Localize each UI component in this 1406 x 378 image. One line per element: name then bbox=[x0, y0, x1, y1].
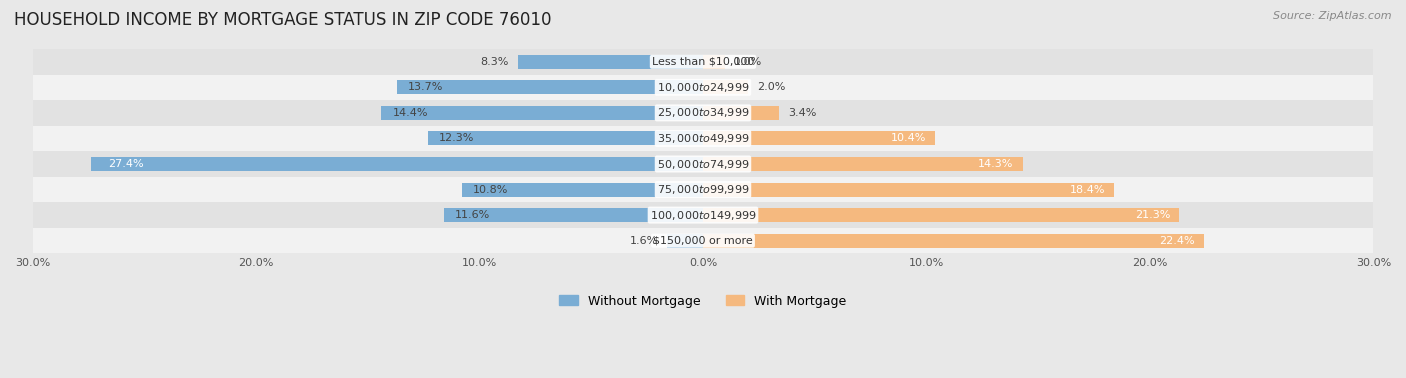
Legend: Without Mortgage, With Mortgage: Without Mortgage, With Mortgage bbox=[554, 290, 852, 313]
Text: 10.4%: 10.4% bbox=[891, 133, 927, 143]
Bar bbox=[703, 80, 748, 94]
Bar bbox=[703, 132, 935, 146]
Text: 1.6%: 1.6% bbox=[630, 235, 658, 246]
Text: $75,000 to $99,999: $75,000 to $99,999 bbox=[657, 183, 749, 196]
Text: 14.4%: 14.4% bbox=[392, 108, 427, 118]
Text: Less than $10,000: Less than $10,000 bbox=[652, 57, 754, 67]
Bar bbox=[703, 106, 779, 120]
Text: 2.0%: 2.0% bbox=[756, 82, 785, 92]
Bar bbox=[668, 234, 703, 248]
Text: 13.7%: 13.7% bbox=[408, 82, 443, 92]
Bar bbox=[32, 202, 1374, 228]
Text: $35,000 to $49,999: $35,000 to $49,999 bbox=[657, 132, 749, 145]
Text: 10.8%: 10.8% bbox=[472, 184, 508, 195]
Bar bbox=[381, 106, 703, 120]
Text: 8.3%: 8.3% bbox=[481, 57, 509, 67]
Bar bbox=[32, 125, 1374, 151]
Bar bbox=[444, 208, 703, 222]
Bar bbox=[91, 157, 703, 171]
Bar bbox=[703, 234, 1204, 248]
Bar bbox=[32, 228, 1374, 253]
Bar bbox=[703, 157, 1022, 171]
Text: $100,000 to $149,999: $100,000 to $149,999 bbox=[650, 209, 756, 222]
Text: Source: ZipAtlas.com: Source: ZipAtlas.com bbox=[1274, 11, 1392, 21]
Text: $10,000 to $24,999: $10,000 to $24,999 bbox=[657, 81, 749, 94]
Bar bbox=[396, 80, 703, 94]
Bar bbox=[703, 208, 1180, 222]
Bar bbox=[429, 132, 703, 146]
Text: $25,000 to $34,999: $25,000 to $34,999 bbox=[657, 106, 749, 119]
Text: 14.3%: 14.3% bbox=[979, 159, 1014, 169]
Text: 11.6%: 11.6% bbox=[456, 210, 491, 220]
Text: $50,000 to $74,999: $50,000 to $74,999 bbox=[657, 158, 749, 170]
Bar bbox=[461, 183, 703, 197]
Text: 27.4%: 27.4% bbox=[108, 159, 145, 169]
Text: 1.0%: 1.0% bbox=[734, 57, 762, 67]
Bar bbox=[32, 49, 1374, 74]
Bar bbox=[32, 74, 1374, 100]
Text: 12.3%: 12.3% bbox=[439, 133, 475, 143]
Bar bbox=[32, 177, 1374, 202]
Bar bbox=[517, 55, 703, 69]
Text: 22.4%: 22.4% bbox=[1159, 235, 1195, 246]
Text: 18.4%: 18.4% bbox=[1070, 184, 1105, 195]
Bar bbox=[703, 55, 725, 69]
Text: HOUSEHOLD INCOME BY MORTGAGE STATUS IN ZIP CODE 76010: HOUSEHOLD INCOME BY MORTGAGE STATUS IN Z… bbox=[14, 11, 551, 29]
Text: 3.4%: 3.4% bbox=[787, 108, 817, 118]
Bar bbox=[32, 151, 1374, 177]
Text: 21.3%: 21.3% bbox=[1135, 210, 1170, 220]
Bar bbox=[703, 183, 1114, 197]
Bar bbox=[32, 100, 1374, 125]
Text: $150,000 or more: $150,000 or more bbox=[654, 235, 752, 246]
